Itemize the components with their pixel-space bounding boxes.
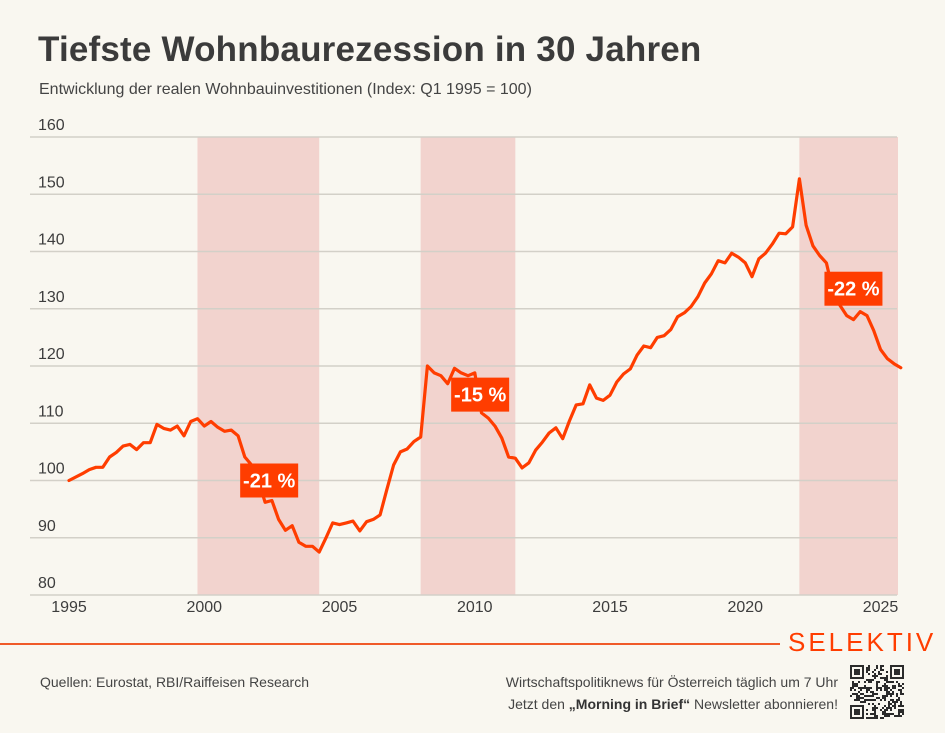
promo-line-2[interactable]: Jetzt den „Morning in Brief“ Newsletter … xyxy=(506,693,838,715)
x-tick-label: 2005 xyxy=(322,599,358,616)
change-label-text: -22 % xyxy=(827,279,879,301)
y-tick-label: 110 xyxy=(38,403,64,420)
y-axis-labels: 80 90 100 110 120 130 140 150 160 xyxy=(38,117,65,592)
annotations: -21 % -15 % -22 % xyxy=(240,271,883,498)
y-tick-label: 130 xyxy=(38,289,65,306)
change-label: -15 % xyxy=(451,377,510,412)
promo-line-1: Wirtschaftspolitiknews für Österreich tä… xyxy=(505,674,838,690)
change-label-text: -21 % xyxy=(243,471,295,493)
change-label-bg xyxy=(824,271,883,306)
x-tick-label: 2020 xyxy=(727,599,763,616)
x-tick-label: 2025 xyxy=(863,599,899,616)
brand-logo: SELEKTIV xyxy=(788,627,937,657)
promo-suffix: Newsletter abonnieren! xyxy=(690,696,838,712)
x-tick-label: 2015 xyxy=(592,599,628,616)
x-tick-label: 2000 xyxy=(186,599,222,616)
promo-prefix: Jetzt den xyxy=(508,696,569,712)
y-tick-label: 120 xyxy=(38,346,65,363)
y-tick-label: 80 xyxy=(38,575,56,592)
change-label-text: -15 % xyxy=(454,385,506,407)
change-label: -22 % xyxy=(824,271,883,306)
gridlines xyxy=(30,136,897,596)
qr-code-icon[interactable] xyxy=(850,665,904,719)
y-tick-label: 160 xyxy=(38,117,65,134)
series-lines xyxy=(67,177,903,554)
x-tick-label: 1995 xyxy=(51,599,87,616)
footer-divider xyxy=(0,643,780,645)
chart-title: Tiefste Wohnbaurezession in 30 Jahren xyxy=(38,30,702,69)
change-label: -21 % xyxy=(240,463,299,498)
change-label-bg xyxy=(240,463,299,498)
y-tick-label: 150 xyxy=(38,174,65,191)
y-tick-label: 90 xyxy=(38,518,56,535)
newsletter-name: „Morning in Brief“ xyxy=(568,696,691,712)
line-chart: 80 90 100 110 120 130 140 150 160 1995 2000 2005 20… xyxy=(30,117,903,616)
source-note: Quellen: Eurostat, RBI/Raiffeisen Resear… xyxy=(40,674,309,690)
y-tick-label: 100 xyxy=(38,461,65,478)
y-tick-label: 140 xyxy=(38,232,65,249)
newsletter-promo: Wirtschaftspolitiknews für Österreich tä… xyxy=(506,671,838,715)
change-label-bg xyxy=(451,377,510,412)
x-tick-label: 2010 xyxy=(457,599,493,616)
chart-subtitle: Entwicklung der realen Wohnbauinvestitio… xyxy=(39,81,532,98)
x-axis-labels: 1995 2000 2005 2010 2015 2020 2025 xyxy=(51,599,898,616)
